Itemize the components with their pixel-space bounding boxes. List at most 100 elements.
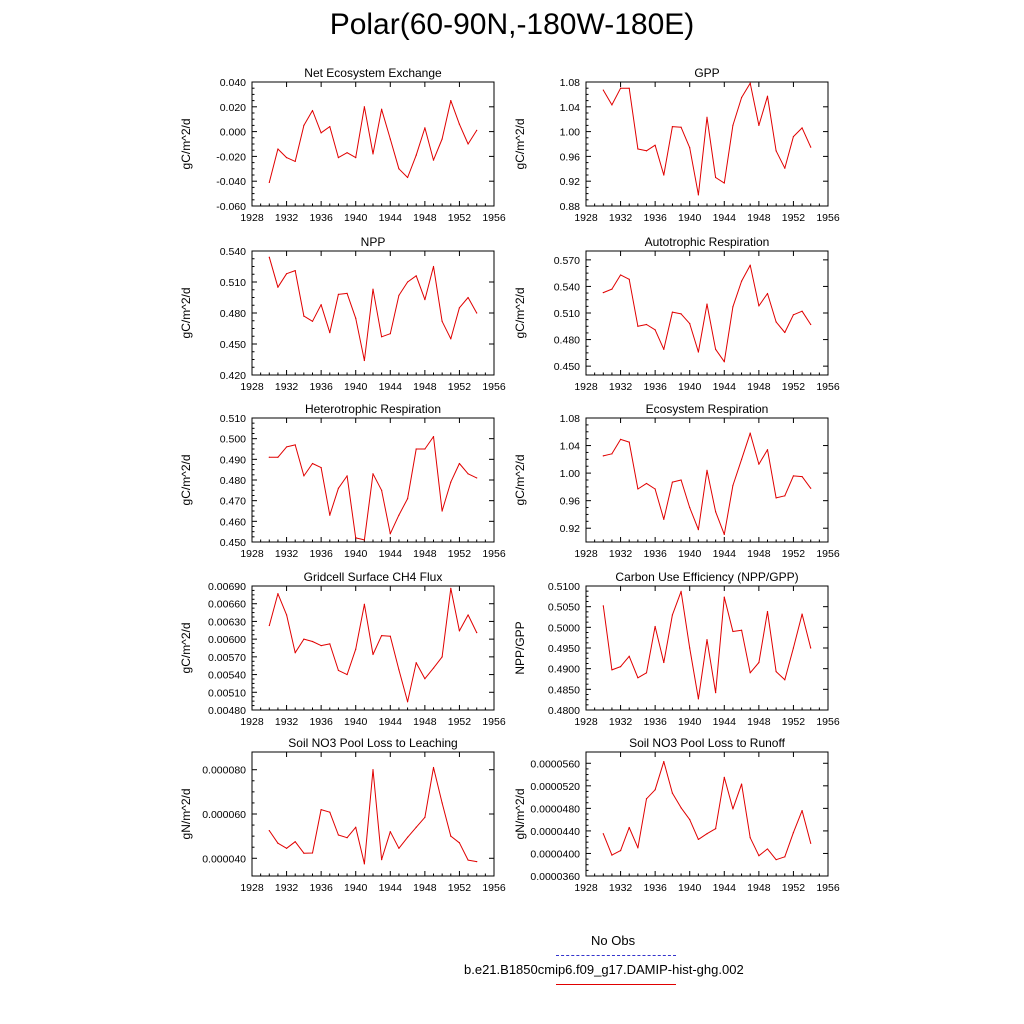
chart-8-xtick-label: 1932 — [609, 716, 633, 728]
chart-8-point — [749, 672, 751, 674]
chart-5-point — [285, 446, 288, 448]
chart-10-point — [758, 855, 760, 857]
chart-7-point — [372, 653, 374, 656]
chart-3-point — [458, 307, 461, 309]
chart-5-point — [303, 475, 305, 477]
chart-10-point — [732, 808, 734, 810]
chart-9-point — [398, 847, 400, 849]
chart-6-ytick-label: 1.04 — [560, 441, 581, 453]
chart-8-point — [611, 669, 613, 671]
chart-1-ytick-label: -0.040 — [216, 176, 246, 188]
chart-6-point — [758, 463, 760, 465]
chart-7-point — [476, 632, 478, 634]
chart-1-ytick-label: -0.020 — [216, 151, 246, 163]
chart-9-ytick-label: 0.000040 — [202, 853, 246, 865]
chart-1-point — [432, 159, 435, 161]
chart-1-point — [441, 138, 443, 140]
chart-10-xtick-label: 1948 — [747, 882, 771, 894]
chart-1-title: Net Ecosystem Exchange — [304, 66, 442, 80]
chart-4-point — [792, 314, 795, 316]
chart-4-xtick-label: 1940 — [678, 381, 702, 393]
chart-5-point — [398, 514, 400, 516]
chart-3-point — [311, 320, 314, 322]
chart-7-point — [458, 630, 461, 632]
chart-4-ytick-label: 0.570 — [554, 255, 580, 267]
chart-1-point — [311, 109, 314, 112]
chart-8-xtick-label: 1936 — [643, 716, 667, 728]
chart-9-xtick-label: 1936 — [309, 882, 333, 894]
chart-8-point — [732, 630, 734, 633]
chart-1-frame — [251, 81, 495, 207]
chart-5-ytick-label: 0.470 — [220, 496, 246, 508]
chart-10-point — [784, 856, 786, 858]
chart-7-ytick-label: 0.00540 — [208, 670, 246, 682]
chart-1-series-line — [268, 100, 478, 183]
chart-10-point — [680, 807, 682, 809]
chart-9-point — [329, 811, 331, 813]
chart-10-series-line — [602, 761, 812, 861]
chart-9-point — [277, 842, 279, 844]
chart-4-point — [758, 305, 760, 307]
chart-3-ylabel: gC/m^2/d — [179, 288, 193, 339]
chart-6-point — [801, 475, 803, 478]
chart-3-point — [441, 320, 443, 322]
chart-2-point — [810, 146, 812, 148]
chart-2-xtick-label: 1936 — [643, 212, 667, 224]
chart-7-point — [303, 638, 305, 640]
chart-10-frame — [585, 751, 829, 877]
chart-2-point — [619, 87, 622, 89]
chart-10-point — [723, 776, 725, 778]
chart-7-xtick-label: 1928 — [240, 716, 264, 728]
page-title: Polar(60-90N,-180W-180E) — [329, 8, 695, 41]
chart-6-xtick-label: 1940 — [678, 548, 702, 560]
chart-7-point — [363, 603, 365, 605]
chart-3-point — [337, 293, 340, 295]
chart-1-point — [415, 154, 417, 156]
chart-9-xtick-label: 1928 — [240, 882, 264, 894]
chart-1-point — [294, 160, 296, 162]
chart-6-xtick-label: 1948 — [747, 548, 771, 560]
chart-8-point — [697, 698, 699, 700]
chart-4-title: Autotrophic Respiration — [645, 235, 770, 249]
chart-9-point — [389, 831, 391, 833]
chart-4-xtick-label: 1932 — [609, 381, 633, 393]
chart-5-point — [311, 462, 314, 465]
chart-6-xtick-label: 1936 — [643, 548, 667, 560]
chart-4-point — [689, 323, 691, 325]
chart-8-point — [740, 629, 743, 631]
chart-4-point — [749, 264, 751, 266]
chart-6-point — [637, 488, 639, 490]
chart-1-ytick-label: 0.020 — [220, 102, 246, 114]
chart-4-ytick-label: 0.540 — [554, 281, 580, 293]
chart-1-point — [389, 138, 391, 140]
chart-10-point — [663, 760, 665, 763]
chart-2-xtick-label: 1948 — [747, 212, 771, 224]
chart-2-point — [792, 135, 795, 138]
chart-3-xtick-label: 1932 — [275, 381, 299, 393]
chart-3-point — [476, 312, 478, 314]
chart-2-point — [715, 176, 717, 179]
chart-1-ylabel: gC/m^2/d — [179, 119, 193, 170]
chart-6-point — [689, 506, 691, 509]
chart-3-xtick-label: 1956 — [482, 381, 506, 393]
chart-4-ytick-label: 0.450 — [554, 361, 580, 373]
chart-6-point — [645, 482, 648, 485]
chart-10-ytick-label: 0.0000360 — [530, 871, 580, 883]
chart-2-ytick-label: 0.96 — [560, 151, 581, 163]
chart-7-point — [277, 593, 279, 595]
chart-1-point — [285, 157, 288, 159]
chart-1-point — [458, 123, 461, 125]
chart-1-point — [398, 168, 400, 170]
chart-10-point — [810, 842, 812, 844]
chart-1-point — [303, 124, 305, 126]
chart-9-xtick-label: 1956 — [482, 882, 506, 894]
chart-7-point — [450, 587, 452, 589]
chart-8-ytick-label: 0.5050 — [548, 602, 580, 614]
chart-10-xtick-label: 1944 — [713, 882, 737, 894]
chart-5-point — [441, 510, 443, 512]
chart-5-point — [355, 537, 357, 539]
chart-9-point — [476, 861, 478, 863]
chart-8-point — [810, 647, 812, 649]
chart-10-point — [671, 792, 674, 794]
chart-3-point — [467, 296, 469, 299]
